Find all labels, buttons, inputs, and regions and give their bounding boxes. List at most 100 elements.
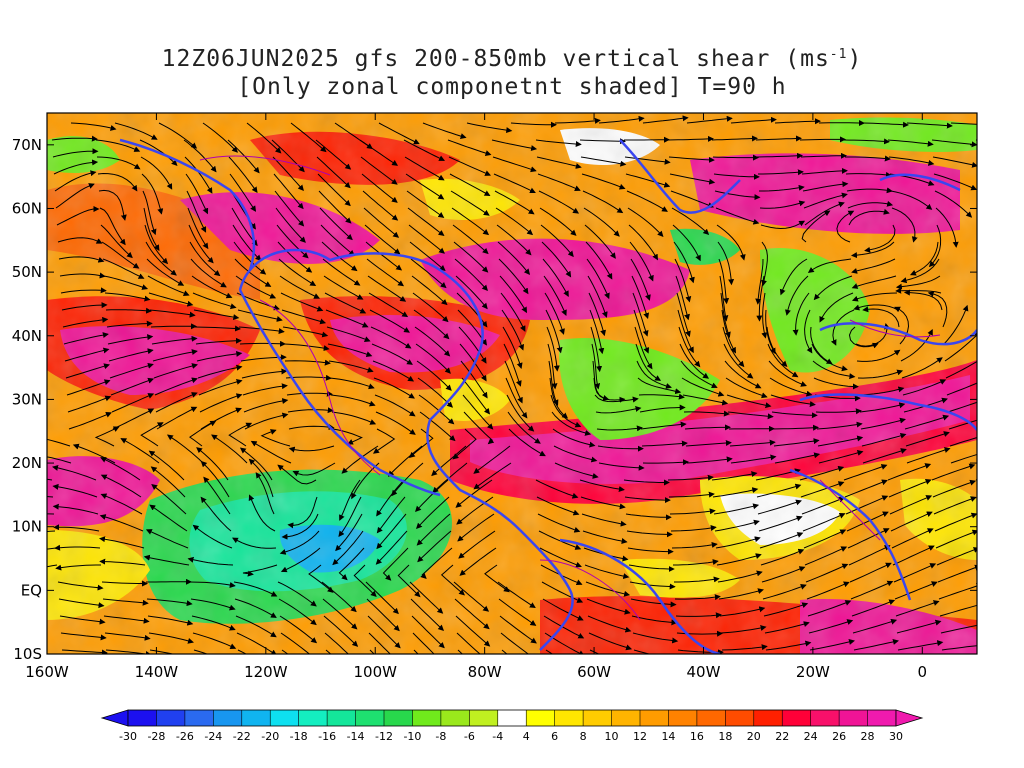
streamline bbox=[589, 309, 605, 355]
streamline bbox=[374, 394, 416, 417]
streamline bbox=[111, 393, 155, 413]
streamline bbox=[497, 241, 531, 275]
streamline bbox=[457, 513, 495, 542]
streamline bbox=[943, 304, 969, 345]
streamline bbox=[52, 503, 99, 515]
streamline bbox=[277, 464, 317, 485]
streamline bbox=[792, 292, 810, 336]
colorbar-swatch bbox=[583, 710, 612, 726]
streamline bbox=[727, 411, 774, 420]
colorbar-swatch bbox=[526, 710, 555, 726]
streamline bbox=[234, 258, 272, 287]
streamline bbox=[902, 379, 947, 396]
streamline bbox=[419, 411, 456, 442]
streamline bbox=[145, 241, 177, 276]
map-panel bbox=[47, 113, 1024, 654]
streamline bbox=[60, 287, 107, 294]
colorbar-swatch bbox=[640, 710, 669, 726]
streamline bbox=[554, 117, 601, 124]
streamline bbox=[947, 401, 977, 413]
streamline bbox=[397, 564, 421, 598]
streamline bbox=[232, 537, 277, 549]
streamline bbox=[861, 432, 907, 447]
colorbar-label: 4 bbox=[523, 730, 530, 743]
streamline bbox=[192, 632, 237, 649]
streamline bbox=[143, 554, 190, 566]
streamline bbox=[640, 421, 687, 430]
streamline bbox=[55, 183, 95, 209]
streamline bbox=[632, 292, 649, 337]
streamline bbox=[94, 426, 120, 447]
streamline bbox=[859, 402, 906, 413]
streamline bbox=[382, 547, 409, 581]
streamline bbox=[579, 479, 625, 492]
streamline bbox=[888, 156, 935, 166]
streamline bbox=[280, 632, 311, 654]
streamline bbox=[671, 207, 710, 235]
streamline bbox=[719, 275, 729, 322]
streamline bbox=[674, 258, 692, 303]
streamline bbox=[499, 275, 527, 314]
streamline bbox=[803, 192, 848, 209]
streamline bbox=[62, 316, 109, 328]
streamline bbox=[102, 258, 145, 279]
streamline bbox=[856, 349, 901, 362]
streamline bbox=[719, 606, 766, 617]
streamline bbox=[338, 496, 362, 537]
streamline bbox=[192, 524, 233, 549]
streamline bbox=[114, 122, 158, 140]
streamline bbox=[187, 207, 209, 250]
lon-tick-label: 60W bbox=[577, 663, 611, 681]
streamline bbox=[759, 532, 804, 549]
streamline bbox=[53, 159, 99, 175]
streamline bbox=[720, 625, 767, 634]
streamline bbox=[255, 472, 275, 515]
streamline bbox=[139, 139, 178, 167]
streamline bbox=[105, 307, 152, 314]
streamline bbox=[286, 390, 333, 397]
streamline bbox=[815, 408, 862, 415]
streamline bbox=[982, 242, 1009, 277]
streamline bbox=[635, 343, 662, 381]
streamline bbox=[711, 135, 758, 142]
streamline bbox=[537, 513, 581, 533]
streamline bbox=[931, 139, 977, 148]
streamline bbox=[276, 224, 309, 259]
streamline bbox=[378, 122, 420, 145]
streamline bbox=[629, 241, 654, 282]
streamline bbox=[242, 383, 288, 396]
streamline bbox=[260, 429, 291, 447]
streamline bbox=[404, 156, 445, 181]
streamline bbox=[151, 483, 187, 515]
streamline bbox=[766, 326, 788, 368]
streamline bbox=[235, 615, 277, 638]
streamline bbox=[855, 323, 890, 347]
streamline bbox=[896, 619, 942, 634]
streamline bbox=[994, 437, 1024, 447]
streamline bbox=[154, 377, 198, 396]
colorbar-over-arrow bbox=[895, 709, 924, 727]
streamline bbox=[98, 189, 127, 221]
streamline bbox=[150, 466, 186, 498]
streamline bbox=[628, 224, 659, 261]
streamline bbox=[993, 419, 1024, 429]
streamline bbox=[190, 598, 236, 611]
streamline bbox=[107, 334, 154, 345]
streamline bbox=[361, 173, 398, 203]
streamline bbox=[462, 394, 494, 430]
colorbar-label: 16 bbox=[690, 730, 704, 743]
streamline bbox=[541, 241, 572, 278]
streamline bbox=[308, 564, 334, 593]
streamline bbox=[447, 139, 492, 156]
streamline bbox=[196, 350, 243, 362]
colorbar-label: 22 bbox=[775, 730, 789, 743]
streamline bbox=[713, 173, 760, 180]
streamline bbox=[758, 169, 804, 176]
streamline bbox=[714, 519, 760, 532]
streamline bbox=[853, 638, 899, 651]
streamline bbox=[323, 275, 364, 300]
streamline bbox=[66, 379, 111, 396]
colorbar-label: -22 bbox=[233, 730, 251, 743]
streamline bbox=[933, 173, 977, 191]
